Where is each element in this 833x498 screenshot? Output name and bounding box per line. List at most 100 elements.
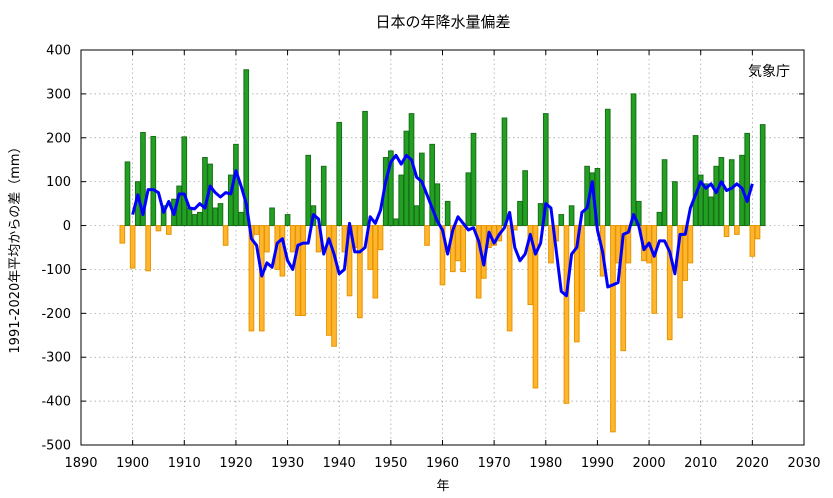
y-tick-label: 200 <box>46 131 71 146</box>
x-tick-label: 1900 <box>116 456 149 471</box>
bar-positive <box>305 154 312 227</box>
bar-negative <box>300 225 306 317</box>
bar-positive <box>212 207 219 227</box>
bar-positive <box>713 165 720 227</box>
moving-average-line <box>131 153 754 298</box>
bar-negative <box>532 225 539 389</box>
x-tick-label: 2030 <box>787 456 820 471</box>
bar-negative <box>734 225 740 235</box>
bar-negative <box>145 225 151 272</box>
bar-negative <box>548 225 554 264</box>
bar-negative <box>331 225 337 347</box>
bar-positive <box>522 170 528 227</box>
bar-negative <box>749 225 756 257</box>
bar-positive <box>269 207 275 227</box>
bar-negative <box>610 225 616 433</box>
bar-negative <box>450 225 456 273</box>
bar-negative <box>289 225 296 253</box>
bar-negative <box>475 225 482 299</box>
bar-positive <box>517 200 523 227</box>
bar-positive <box>388 150 394 227</box>
y-tick-label: -500 <box>41 439 71 454</box>
y-axis: -500 -400 -300 -200 -100 0 100 200 300 400 <box>41 44 804 454</box>
y-tick-label: 400 <box>46 44 71 59</box>
bar-positive <box>140 132 146 227</box>
bar-negative <box>377 225 384 251</box>
bar-positive <box>160 205 167 227</box>
bar-positive <box>243 69 250 227</box>
bar-positive <box>196 211 203 227</box>
x-tick-label: 1930 <box>271 456 304 471</box>
bar-negative <box>682 225 689 281</box>
bar-negative <box>723 225 730 238</box>
bar-positive <box>718 157 725 227</box>
bar-negative <box>119 225 126 244</box>
bar-negative <box>264 225 270 253</box>
bar-positive <box>413 205 420 227</box>
bar-positive <box>284 214 291 227</box>
bar-positive <box>697 174 704 227</box>
bar-positive <box>656 211 663 227</box>
x-tick-label: 1940 <box>323 456 356 471</box>
y-axis-label: 1991-2020年平均からの差（mm） <box>8 140 23 353</box>
y-tick-label: -400 <box>41 395 71 410</box>
bar-negative <box>129 225 136 269</box>
y-tick-label: 300 <box>46 87 71 102</box>
bar-positive <box>568 205 575 227</box>
bar-negative <box>258 225 265 332</box>
bar-positive <box>393 218 399 227</box>
bar-negative <box>754 225 761 240</box>
bar-positive <box>744 132 751 227</box>
bar-positive <box>604 108 611 227</box>
x-tick-label: 1990 <box>581 456 614 471</box>
y-tick-label: 100 <box>46 175 71 190</box>
bar-negative <box>527 225 534 306</box>
bar-positive <box>759 124 766 227</box>
bar-positive <box>124 161 131 227</box>
bar-positive <box>362 110 368 227</box>
bar-negative <box>651 225 658 314</box>
bar-negative <box>222 225 229 246</box>
bar-positive <box>398 174 405 227</box>
y-tick-label: 0 <box>63 219 71 234</box>
bar-negative <box>506 225 513 332</box>
bar-negative <box>573 225 580 343</box>
bar-positive <box>434 183 441 227</box>
bar-positive <box>558 214 565 227</box>
x-tick-label: 1910 <box>168 456 201 471</box>
bar-positive <box>465 172 472 227</box>
bar-negative <box>687 225 694 264</box>
moving-average-layer <box>131 153 754 298</box>
bar-positive <box>217 203 224 227</box>
x-tick-label: 1920 <box>219 456 252 471</box>
bar-positive <box>150 135 157 227</box>
bar-negative <box>625 225 632 264</box>
y-tick-label: -300 <box>41 351 71 366</box>
bar-positive <box>403 130 410 227</box>
bar-negative <box>248 225 255 332</box>
bar-negative <box>155 225 162 232</box>
x-axis-label: 年 <box>436 479 449 494</box>
x-tick-label: 1950 <box>374 456 407 471</box>
y-tick-label: -100 <box>41 263 71 278</box>
x-tick-label: 1960 <box>426 456 459 471</box>
bar-positive <box>429 143 436 227</box>
x-tick-label: 2020 <box>736 456 769 471</box>
x-tick-label: 1970 <box>478 456 511 471</box>
bar-positive <box>470 132 477 227</box>
bar-positive <box>186 207 193 227</box>
chart-title: 日本の年降水量偏差 <box>375 13 510 31</box>
source-annotation: 気象庁 <box>748 64 790 80</box>
y-tick-label: -200 <box>41 307 71 322</box>
x-tick-label: 1890 <box>64 456 97 471</box>
bar-negative <box>460 225 466 273</box>
bar-negative <box>439 225 446 286</box>
bar-negative <box>357 225 363 319</box>
bar-negative <box>666 225 673 341</box>
bar-negative <box>372 225 379 299</box>
bar-positive <box>444 200 451 227</box>
bar-negative <box>620 225 627 352</box>
bar-positive <box>703 183 709 227</box>
x-tick-label: 2000 <box>633 456 666 471</box>
